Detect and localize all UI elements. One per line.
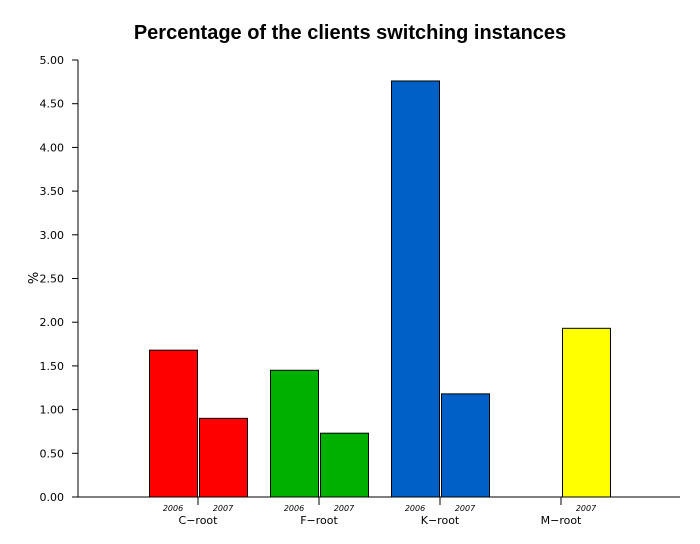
bar-froot-2007: [320, 432, 369, 498]
y-tick-label: 1.50: [40, 360, 65, 373]
bar-kroot-2006: [391, 80, 440, 498]
y-tick-label: 4.50: [40, 98, 65, 111]
category-label: F−root: [300, 514, 338, 527]
y-tick-label: 2.50: [40, 273, 65, 286]
category-label: K−root: [421, 514, 460, 527]
bar-mroot-2007: [562, 327, 611, 498]
bars: [149, 80, 611, 498]
bar-croot-2007: [199, 417, 248, 498]
bar-year-label: 2006: [405, 504, 425, 513]
y-tick-label: 3.00: [40, 229, 65, 242]
bar-year-label: 2006: [284, 504, 304, 513]
bar-croot-2006: [149, 349, 198, 498]
y-tick-label: 4.00: [40, 141, 65, 154]
y-tick-label: 0.00: [40, 491, 65, 504]
y-tick-label: 1.00: [40, 404, 65, 417]
bar-year-label: 2006: [163, 504, 183, 513]
bar-year-label: 2007: [576, 504, 597, 513]
bar-froot-2006: [270, 369, 319, 498]
y-axis-label: %: [27, 272, 42, 284]
chart-title: Percentage of the clients switching inst…: [134, 22, 566, 44]
y-tick-label: 2.00: [40, 316, 65, 329]
y-tick-label: 0.50: [40, 447, 65, 460]
category-label: C−root: [179, 514, 219, 527]
category-label: M−root: [541, 514, 582, 527]
bar-year-label: 2007: [455, 504, 476, 513]
y-axis-ticks: 0.00 0.50 1.00 1.50 2.00 2.50 3.00 3.50 4.00 4.50…: [40, 54, 78, 504]
bar-year-label: 2007: [213, 504, 234, 513]
y-tick-label: 5.00: [40, 54, 65, 67]
y-tick-label: 3.50: [40, 185, 65, 198]
bar-year-label: 2007: [334, 504, 355, 513]
bar-kroot-2007: [441, 393, 490, 498]
